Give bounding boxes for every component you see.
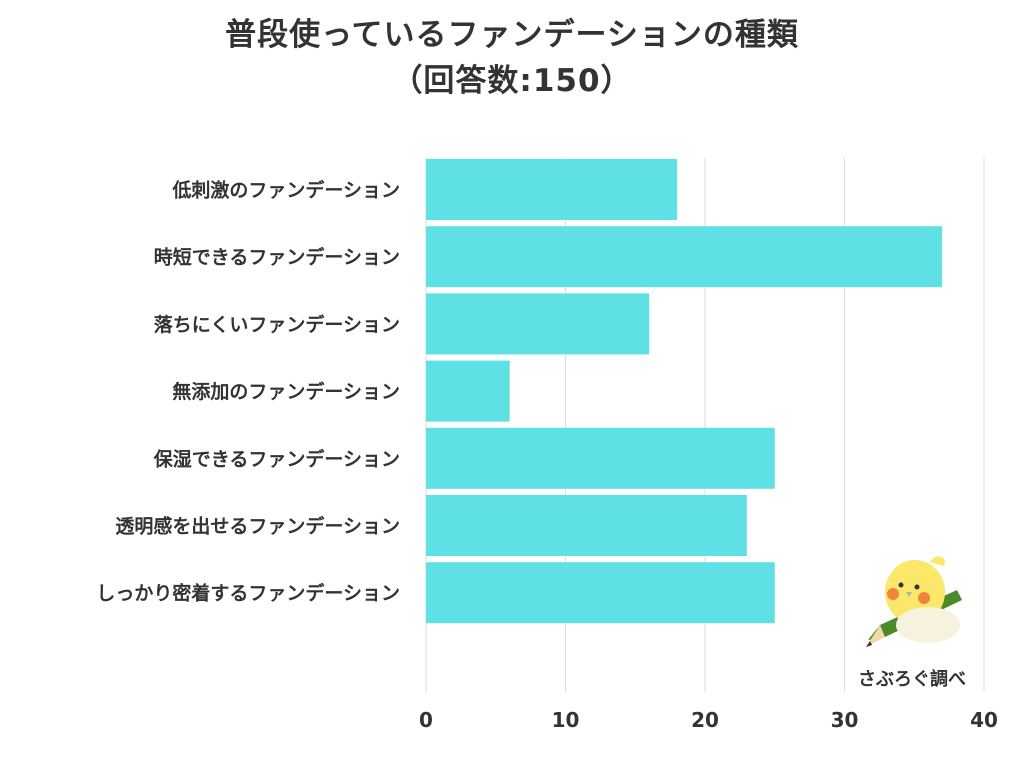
category-label: 保湿できるファンデーション bbox=[153, 447, 400, 470]
bar bbox=[426, 562, 775, 624]
category-label: 透明感を出せるファンデーション bbox=[115, 515, 400, 538]
bird-mascot-icon bbox=[866, 556, 962, 647]
x-tick-label: 10 bbox=[552, 708, 580, 732]
chart-title: 普段使っているファンデーションの種類 bbox=[225, 17, 799, 53]
bar bbox=[426, 427, 775, 489]
category-label: しっかり密着するファンデーション bbox=[96, 582, 400, 605]
bar bbox=[426, 495, 747, 556]
category-label: 時短できるファンデーション bbox=[154, 246, 400, 269]
credit-label: さぶろぐ調べ bbox=[858, 668, 966, 690]
bar bbox=[426, 159, 678, 220]
bar bbox=[426, 360, 510, 422]
chart-subtitle: （回答数:150） bbox=[391, 63, 633, 99]
x-tick-labels: 0 10 20 30 40 bbox=[419, 708, 998, 732]
bar bbox=[426, 226, 943, 288]
credit-block: さぶろぐ調べ bbox=[858, 556, 966, 690]
bar bbox=[426, 293, 650, 355]
category-label: 低刺激のファンデーション bbox=[171, 179, 400, 202]
category-label: 無添加のファンデーション bbox=[172, 380, 400, 403]
category-label: 落ちにくいファンデーション bbox=[154, 313, 400, 336]
chart-title-block: 普段使っているファンデーションの種類 （回答数:150） bbox=[0, 12, 1024, 104]
x-tick-label: 30 bbox=[831, 708, 859, 732]
category-labels: 低刺激のファンデーション時短できるファンデーション落ちにくいファンデーション無添… bbox=[96, 179, 400, 605]
x-tick-label: 0 bbox=[419, 708, 433, 732]
x-tick-label: 20 bbox=[691, 708, 719, 732]
bars bbox=[426, 159, 943, 624]
x-tick-label: 40 bbox=[970, 708, 998, 732]
